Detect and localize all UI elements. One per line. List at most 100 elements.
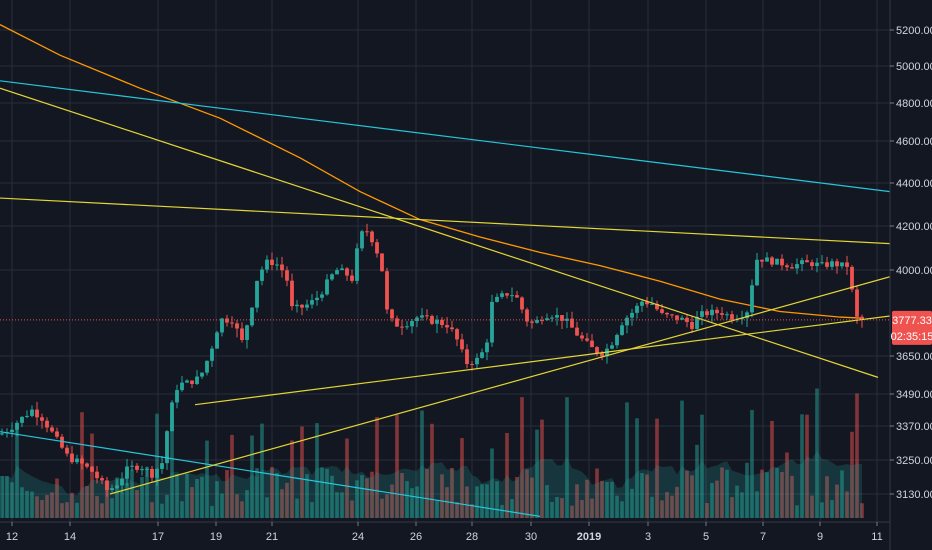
candle-body[interactable]: [165, 431, 169, 464]
candle-body[interactable]: [800, 260, 804, 265]
candle-body[interactable]: [115, 485, 119, 489]
candle-body[interactable]: [640, 301, 644, 306]
candle-body[interactable]: [680, 317, 684, 320]
candle-body[interactable]: [440, 319, 444, 326]
trendline[interactable]: [0, 197, 891, 245]
candle-body[interactable]: [245, 325, 249, 341]
candle-body[interactable]: [840, 262, 844, 267]
candle-body[interactable]: [30, 409, 34, 416]
trendlines[interactable]: [0, 80, 891, 517]
candle-body[interactable]: [850, 266, 854, 290]
candle-body[interactable]: [625, 317, 629, 326]
candle-body[interactable]: [730, 314, 734, 320]
candle-body[interactable]: [265, 259, 269, 270]
time-axis[interactable]: 12 14 17 19 21 24 26 28 30 2019 3 5 7 9 11: [0, 521, 890, 543]
candle-body[interactable]: [190, 380, 194, 384]
candle-body[interactable]: [790, 267, 794, 269]
candle-body[interactable]: [495, 296, 499, 302]
candle-body[interactable]: [125, 466, 129, 479]
candle-body[interactable]: [205, 360, 209, 373]
candle-body[interactable]: [665, 312, 669, 315]
candle-body[interactable]: [505, 293, 509, 296]
candle-body[interactable]: [185, 380, 189, 383]
candle-body[interactable]: [645, 301, 649, 305]
candle-body[interactable]: [365, 231, 369, 233]
candle-body[interactable]: [860, 316, 864, 320]
candle-body[interactable]: [545, 318, 549, 321]
trendline[interactable]: [194, 315, 891, 406]
candle-body[interactable]: [465, 349, 469, 365]
trendline[interactable]: [0, 80, 891, 193]
candle-body[interactable]: [380, 253, 384, 272]
candle-body[interactable]: [635, 305, 639, 313]
candle-body[interactable]: [370, 231, 374, 243]
candle-body[interactable]: [90, 466, 94, 472]
candle-body[interactable]: [530, 321, 534, 323]
trendline[interactable]: [0, 431, 541, 517]
candlesticks[interactable]: [0, 223, 864, 497]
candle-body[interactable]: [620, 325, 624, 335]
candle-body[interactable]: [75, 458, 79, 463]
candle-body[interactable]: [695, 316, 699, 329]
candle-body[interactable]: [235, 323, 239, 329]
candle-body[interactable]: [785, 265, 789, 268]
candle-body[interactable]: [85, 463, 89, 467]
candle-body[interactable]: [25, 415, 29, 417]
candle-body[interactable]: [350, 275, 354, 281]
candle-body[interactable]: [420, 315, 424, 318]
candle-body[interactable]: [70, 453, 74, 463]
candle-body[interactable]: [260, 269, 264, 281]
candle-body[interactable]: [540, 320, 544, 322]
candle-body[interactable]: [460, 339, 464, 350]
candle-body[interactable]: [700, 311, 704, 317]
candle-body[interactable]: [305, 304, 309, 308]
candle-body[interactable]: [820, 262, 824, 264]
candle-body[interactable]: [795, 264, 799, 269]
candle-body[interactable]: [180, 382, 184, 391]
candle-body[interactable]: [845, 262, 849, 267]
candle-body[interactable]: [410, 321, 414, 327]
candle-body[interactable]: [135, 465, 139, 470]
candle-body[interactable]: [400, 326, 404, 328]
candle-body[interactable]: [210, 348, 214, 361]
candle-body[interactable]: [485, 342, 489, 353]
candle-body[interactable]: [10, 429, 14, 433]
candle-body[interactable]: [345, 268, 349, 276]
candle-body[interactable]: [555, 315, 559, 318]
candle-body[interactable]: [835, 261, 839, 267]
candle-body[interactable]: [755, 259, 759, 286]
candle-body[interactable]: [255, 280, 259, 308]
candle-body[interactable]: [310, 300, 314, 305]
candle-body[interactable]: [295, 304, 299, 307]
candle-body[interactable]: [500, 293, 504, 297]
candle-body[interactable]: [575, 327, 579, 336]
candle-body[interactable]: [825, 262, 829, 267]
candle-body[interactable]: [95, 471, 99, 479]
candle-body[interactable]: [240, 328, 244, 341]
candle-body[interactable]: [215, 332, 219, 349]
candle-body[interactable]: [275, 264, 279, 266]
candle-body[interactable]: [280, 264, 284, 271]
candle-body[interactable]: [45, 420, 49, 428]
candle-body[interactable]: [35, 409, 39, 418]
candle-body[interactable]: [320, 294, 324, 298]
candle-body[interactable]: [585, 338, 589, 341]
candle-body[interactable]: [490, 301, 494, 343]
candle-body[interactable]: [725, 314, 729, 316]
candle-body[interactable]: [535, 320, 539, 323]
candle-body[interactable]: [335, 270, 339, 275]
candle-body[interactable]: [55, 431, 59, 437]
candle-body[interactable]: [595, 347, 599, 354]
candle-body[interactable]: [745, 312, 749, 319]
candle-body[interactable]: [390, 309, 394, 319]
candle-body[interactable]: [290, 280, 294, 307]
candle-body[interactable]: [615, 334, 619, 346]
candle-body[interactable]: [40, 417, 44, 421]
candle-body[interactable]: [385, 271, 389, 310]
candle-body[interactable]: [195, 376, 199, 384]
candle-body[interactable]: [230, 322, 234, 324]
price-axis[interactable]: 5200.00 5000.00 4800.00 4600.00 4400.00 4200.…: [889, 0, 932, 550]
candle-body[interactable]: [300, 304, 304, 308]
